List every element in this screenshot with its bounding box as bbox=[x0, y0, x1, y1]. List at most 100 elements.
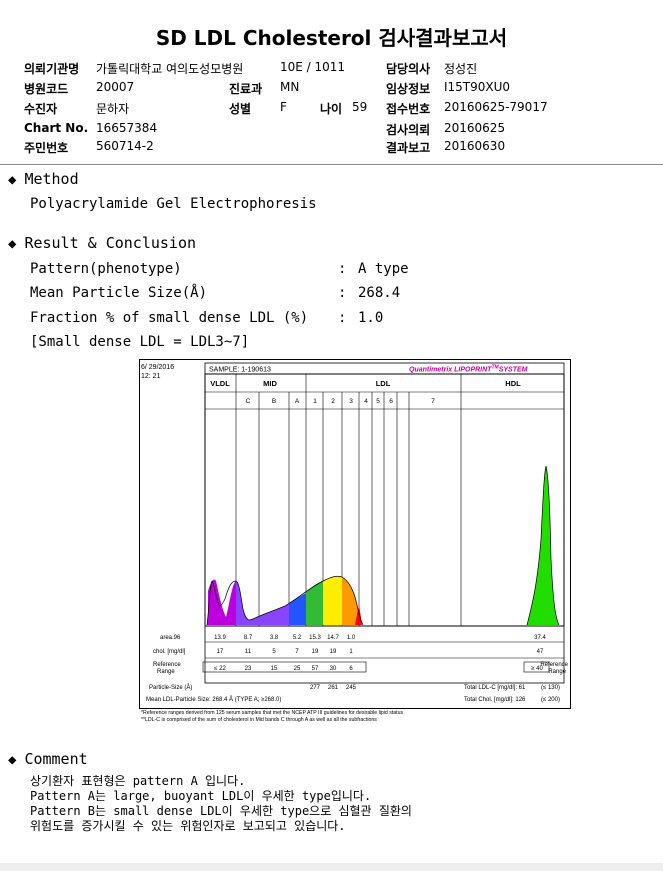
total-chol: Total Chol. [mg/dl]: 126 bbox=[464, 697, 526, 703]
comment-line: 위험도를 증가시킬 수 있는 위험인자로 보고되고 있습니다. bbox=[30, 819, 346, 833]
divider bbox=[0, 164, 663, 165]
band-label: B bbox=[272, 398, 276, 405]
receipt-label: 접수번호 bbox=[386, 102, 431, 116]
result-colon: : bbox=[338, 285, 347, 301]
result-label-fraction: Fraction % of small dense LDL (%) bbox=[30, 310, 309, 326]
lipoprint-report: 6/ 29/2016 12: 21 SAMPLE: 1-190613 Quant… bbox=[139, 359, 571, 723]
trace-mid-area bbox=[236, 581, 306, 625]
area-label: area.96 bbox=[160, 635, 181, 641]
report-label: 결과보고 bbox=[386, 141, 431, 155]
trace-ldl2 bbox=[323, 576, 342, 625]
diamond-bullet-icon: ◆ bbox=[8, 752, 17, 768]
sample-value: 문하자 bbox=[96, 102, 130, 116]
patient-info: 의뢰기관명 가톨릭대학교 여의도성모병원 10E / 1011 담당의사 정성진… bbox=[0, 0, 663, 160]
chol-value: 5 bbox=[272, 649, 276, 655]
particle-value: 245 bbox=[346, 685, 357, 691]
particle-row: Particle-Size (Å) 277 261 245 Total LDL-… bbox=[146, 684, 560, 703]
densitometry-trace bbox=[206, 465, 560, 626]
total-chol-range: (≤ 200) bbox=[541, 697, 560, 703]
band-label: 7 bbox=[431, 398, 435, 405]
dept-label: 진료과 bbox=[229, 82, 263, 96]
ref-value: 57 bbox=[312, 666, 319, 672]
particle-value: 261 bbox=[328, 685, 339, 691]
diamond-bullet-icon: ◆ bbox=[8, 172, 17, 188]
ref-label: Range bbox=[548, 669, 566, 675]
comment-line: Pattern A는 large, buoyant LDL이 우세한 type입… bbox=[30, 789, 372, 803]
band-label: A bbox=[295, 398, 300, 405]
comment-line: 상기환자 표현형은 pattern A 입니다. bbox=[30, 774, 246, 788]
method-heading: ◆ Method bbox=[8, 170, 79, 188]
chol-row: chol. [mg/dl] 17 11 5 7 19 19 1 47 bbox=[153, 649, 544, 655]
age-label: 나이 bbox=[320, 102, 343, 116]
area-value: 13.9 bbox=[214, 635, 226, 641]
doctor-label: 담당의사 bbox=[386, 62, 431, 76]
area-value: 1.0 bbox=[347, 635, 356, 641]
ward-value: 10E / 1011 bbox=[280, 60, 346, 74]
ref-label: Range bbox=[157, 669, 175, 675]
lp-brand: Quantimetrix LIPOPRINTTMSYSTEM bbox=[409, 365, 528, 374]
ref-value: 6 bbox=[349, 666, 353, 672]
area-value: 15.3 bbox=[309, 635, 321, 641]
reference-row: Reference Range ≤ 22 23 15 25 57 30 6 ≥ … bbox=[153, 661, 569, 675]
chart-value: 16657384 bbox=[96, 121, 158, 135]
doctor-value: 정성진 bbox=[444, 62, 478, 76]
diamond-bullet-icon: ◆ bbox=[8, 236, 17, 252]
chol-label: chol. [mg/dl] bbox=[153, 649, 186, 655]
mean-particle-size: Mean LDL-Particle Size: 268.4 Å (TYPE A;… bbox=[146, 696, 281, 703]
dept-value: MN bbox=[280, 80, 300, 94]
chol-value: 19 bbox=[330, 649, 337, 655]
area-value: 5.2 bbox=[293, 635, 302, 641]
result-note: [Small dense LDL = LDL3~7] bbox=[30, 334, 250, 350]
band-label: 4 bbox=[364, 398, 368, 405]
sample-label: 수진자 bbox=[24, 102, 58, 116]
total-ldl-range: (≤ 130) bbox=[541, 685, 560, 691]
request-label: 검사의뢰 bbox=[386, 123, 431, 137]
ref-label: Reference bbox=[540, 662, 568, 668]
lp-sample: SAMPLE: 1-190613 bbox=[209, 367, 271, 374]
result-value-fraction: 1.0 bbox=[358, 310, 384, 326]
chol-value: 1 bbox=[349, 649, 353, 655]
particle-value: 277 bbox=[310, 685, 321, 691]
chart-label: Chart No. bbox=[24, 121, 89, 135]
report-value: 20160630 bbox=[444, 139, 506, 153]
particle-label: Particle-Size (Å) bbox=[149, 684, 192, 691]
area-value: 8.7 bbox=[244, 635, 253, 641]
ref-value: 30 bbox=[330, 666, 337, 672]
sex-value: F bbox=[280, 100, 287, 114]
group-hdl: HDL bbox=[505, 379, 521, 388]
footnote-2: **LDL-C is comprised of the sum of chole… bbox=[141, 717, 377, 723]
result-value-pattern: A type bbox=[358, 261, 409, 277]
group-vldl: VLDL bbox=[210, 379, 230, 388]
method-text: Polyacrylamide Gel Electrophoresis bbox=[30, 196, 317, 212]
trace-ldl1 bbox=[306, 581, 327, 625]
result-label-size: Mean Particle Size(Å) bbox=[30, 285, 208, 301]
id-label: 주민번호 bbox=[24, 141, 69, 155]
report-title: SD LDL Cholesterol 검사결과보고서 bbox=[155, 26, 508, 50]
result-label-pattern: Pattern(phenotype) bbox=[30, 261, 182, 277]
area-row: area.96 13.9 8.7 3.8 5.2 15.3 14.7 1.0 3… bbox=[160, 635, 546, 641]
group-ldl: LDL bbox=[376, 379, 391, 388]
lp-date: 6/ 29/2016 bbox=[141, 364, 174, 371]
chol-value: 11 bbox=[245, 649, 252, 655]
band-label: 6 bbox=[389, 398, 393, 405]
sex-label: 성별 bbox=[229, 102, 252, 116]
result-colon: : bbox=[338, 310, 347, 326]
band-label: 2 bbox=[331, 398, 335, 405]
age-value: 59 bbox=[352, 100, 368, 114]
area-value: 3.8 bbox=[270, 635, 279, 641]
chol-value: 17 bbox=[217, 649, 224, 655]
chol-value: 7 bbox=[295, 649, 299, 655]
band-label: C bbox=[246, 398, 251, 405]
band-label: 1 bbox=[313, 398, 317, 405]
footnote-1: *Reference ranges derived from 125 serum… bbox=[141, 710, 404, 716]
result-heading: ◆ Result & Conclusion bbox=[8, 234, 197, 252]
receipt-value: 20160625-79017 bbox=[444, 100, 548, 114]
request-value: 20160625 bbox=[444, 121, 506, 135]
ref-value: 23 bbox=[245, 666, 252, 672]
result-value-size: 268.4 bbox=[358, 285, 401, 301]
result-colon: : bbox=[338, 261, 347, 277]
footer-bar bbox=[0, 863, 663, 871]
institution-value: 가톨릭대학교 여의도성모병원 bbox=[96, 62, 244, 76]
chol-value: 19 bbox=[312, 649, 319, 655]
comment-heading: ◆ Comment bbox=[8, 750, 88, 768]
